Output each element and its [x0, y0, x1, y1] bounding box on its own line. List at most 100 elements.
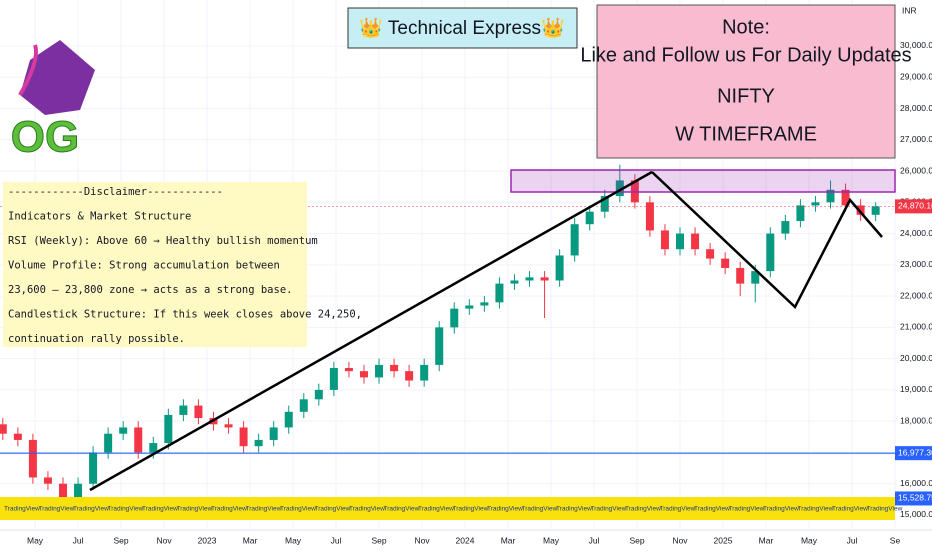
candle-body: [164, 414, 173, 444]
y-tick-label: 16,000.00: [900, 478, 932, 488]
y-tick-label: 15,000.00: [900, 509, 932, 519]
candle-body: [841, 189, 850, 206]
candle-body: [13, 433, 22, 440]
price-label-box: [895, 199, 932, 214]
trend-line: [89, 170, 653, 492]
banner-text: TradingView: [660, 506, 696, 513]
candle-body: [299, 399, 308, 412]
y-tick-label: 27,000.00: [900, 134, 932, 144]
banner-text: TradingView: [4, 506, 40, 513]
x-tick-label: May: [543, 535, 560, 545]
x-tick-label: Jul: [73, 535, 84, 545]
candle-body: [660, 230, 669, 250]
candle-body: [510, 280, 519, 284]
y-tick-label: 18,000.00: [900, 415, 932, 425]
x-tick-label: Sep: [629, 535, 644, 545]
price-label: 15,528.75: [898, 493, 932, 503]
candle-body: [119, 427, 128, 434]
logo-text: OG: [11, 113, 79, 162]
x-tick-label: May: [801, 535, 818, 545]
banner-text: TradingView: [556, 506, 592, 513]
disclaimer-line: continuation rally possible.: [8, 333, 185, 345]
banner-text: TradingView: [108, 506, 144, 513]
candle-body: [435, 327, 444, 365]
y-tick-label: 23,000.00: [900, 259, 932, 269]
currency: INR: [902, 5, 917, 15]
candle-body: [149, 443, 158, 453]
candle-body: [645, 202, 654, 231]
candle-body: [480, 302, 489, 306]
candle-body: [405, 371, 414, 381]
note-box: [596, 4, 896, 159]
logo: OG: [10, 40, 95, 162]
candle-body: [781, 221, 790, 234]
candle-body: [615, 180, 624, 197]
note-line: Note:: [722, 16, 770, 38]
disclaimer-line: Indicators & Market Structure: [8, 211, 191, 223]
note-line: W TIMEFRAME: [675, 123, 817, 145]
y-tick-label: 30,000.00: [900, 40, 932, 50]
candle-body: [390, 364, 399, 372]
candle-body: [420, 364, 429, 381]
banner-text: TradingView: [349, 506, 385, 513]
candle-body: [751, 271, 760, 284]
candle-body: [585, 211, 594, 225]
disclaimer-line: 23,600 – 23,800 zone → acts as a strong …: [8, 284, 292, 296]
x-tick-label: 2023: [198, 535, 217, 545]
banner-text: TradingView: [453, 506, 489, 513]
x-tick-label: Nov: [672, 535, 688, 545]
x-tick-label: Mar: [759, 535, 774, 545]
candle-body: [104, 433, 113, 453]
price-label-box: [895, 446, 932, 461]
banner-text: TradingView: [832, 506, 868, 513]
banner-text: TradingView: [591, 506, 627, 513]
x-tick-label: Nov: [414, 535, 430, 545]
banner-text: TradingView: [763, 506, 799, 513]
x-tick-label: Mar: [243, 535, 258, 545]
y-tick-label: 19,000.00: [900, 384, 932, 394]
banner-texts: TradingViewTradingViewTradingViewTrading…: [4, 506, 903, 513]
candle-body: [269, 427, 278, 440]
pattern-line: [651, 171, 883, 310]
banner-text: TradingView: [867, 506, 903, 513]
x-tick-label: 2025: [714, 535, 733, 545]
candle-body: [43, 477, 52, 484]
candle-body: [766, 233, 775, 272]
candle-body: [179, 405, 188, 415]
banner-text: TradingView: [246, 506, 282, 513]
banner-text: TradingView: [280, 506, 316, 513]
candle-body: [706, 249, 715, 259]
candle-body: [826, 189, 835, 203]
title-box: [347, 7, 578, 49]
candle-body: [239, 427, 248, 447]
candle-body: [329, 368, 338, 390]
banner: [0, 497, 895, 520]
banner-text: TradingView: [177, 506, 213, 513]
price-label: 16,977.30: [898, 447, 932, 457]
y-tick-label: 28,000.00: [900, 103, 932, 113]
banner-text: TradingView: [487, 506, 523, 513]
banner-text: TradingView: [418, 506, 454, 513]
candle-body: [856, 205, 865, 215]
x-tick-label: Jul: [847, 535, 858, 545]
note-line: NIFTY: [717, 85, 775, 107]
title: 👑 Technical Express👑: [359, 17, 564, 39]
banner-text: TradingView: [39, 506, 75, 513]
banner-text: TradingView: [384, 506, 420, 513]
x-tick-label: May: [27, 535, 44, 545]
banner-text: TradingView: [694, 506, 730, 513]
y-tick-label: 24,000.00: [900, 228, 932, 238]
candle-body: [811, 202, 820, 206]
candle-body: [495, 283, 504, 303]
banner-text: TradingView: [315, 506, 351, 513]
x-tick-label: Sep: [113, 535, 128, 545]
candle-body: [314, 389, 323, 400]
candle-body: [796, 205, 805, 222]
y-tick-label: 26,000.00: [900, 165, 932, 175]
candle-body: [28, 439, 37, 478]
x-tick-label: Mar: [501, 535, 516, 545]
candle-body: [555, 255, 564, 281]
y-tick-label: 22,000.00: [900, 290, 932, 300]
x-tick-label: Jul: [589, 535, 600, 545]
candle-body: [570, 224, 579, 256]
